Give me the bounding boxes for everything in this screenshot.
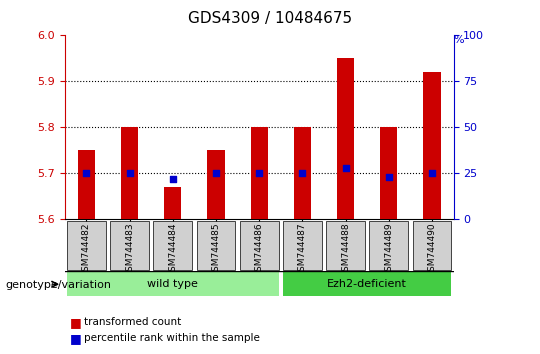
FancyBboxPatch shape: [153, 221, 192, 270]
Text: GSM744485: GSM744485: [212, 222, 220, 277]
FancyBboxPatch shape: [326, 221, 365, 270]
Text: percentile rank within the sample: percentile rank within the sample: [84, 333, 260, 343]
Text: GSM744488: GSM744488: [341, 222, 350, 277]
FancyBboxPatch shape: [283, 221, 322, 270]
Point: [125, 171, 134, 176]
Text: transformed count: transformed count: [84, 317, 181, 327]
Text: %: %: [454, 35, 464, 45]
FancyBboxPatch shape: [413, 221, 451, 270]
Text: wild type: wild type: [147, 279, 198, 289]
Text: GSM744486: GSM744486: [255, 222, 264, 277]
FancyBboxPatch shape: [67, 272, 279, 296]
Bar: [121, 127, 138, 219]
FancyBboxPatch shape: [197, 221, 235, 270]
Point: [212, 171, 220, 176]
Text: GSM744490: GSM744490: [428, 222, 436, 277]
FancyBboxPatch shape: [240, 221, 279, 270]
Point: [255, 171, 264, 176]
Text: GDS4309 / 10484675: GDS4309 / 10484675: [188, 11, 352, 25]
Text: ■: ■: [70, 332, 82, 344]
Point: [428, 171, 436, 176]
Point: [168, 176, 177, 182]
Bar: [423, 72, 441, 219]
Point: [298, 171, 307, 176]
Text: GSM744489: GSM744489: [384, 222, 393, 277]
Text: GSM744482: GSM744482: [82, 222, 91, 276]
FancyBboxPatch shape: [283, 272, 451, 296]
Bar: [78, 150, 95, 219]
Bar: [337, 58, 354, 219]
Bar: [380, 127, 397, 219]
Text: ■: ■: [70, 316, 82, 329]
Text: GSM744487: GSM744487: [298, 222, 307, 277]
Point: [384, 174, 393, 180]
FancyBboxPatch shape: [369, 221, 408, 270]
FancyBboxPatch shape: [67, 221, 106, 270]
Text: genotype/variation: genotype/variation: [5, 280, 111, 290]
Text: GSM744483: GSM744483: [125, 222, 134, 277]
Bar: [164, 187, 181, 219]
Point: [82, 171, 91, 176]
Bar: [251, 127, 268, 219]
FancyBboxPatch shape: [110, 221, 149, 270]
Bar: [294, 127, 311, 219]
Text: GSM744484: GSM744484: [168, 222, 177, 276]
Point: [341, 165, 350, 171]
Bar: [207, 150, 225, 219]
Text: Ezh2-deficient: Ezh2-deficient: [327, 279, 407, 289]
